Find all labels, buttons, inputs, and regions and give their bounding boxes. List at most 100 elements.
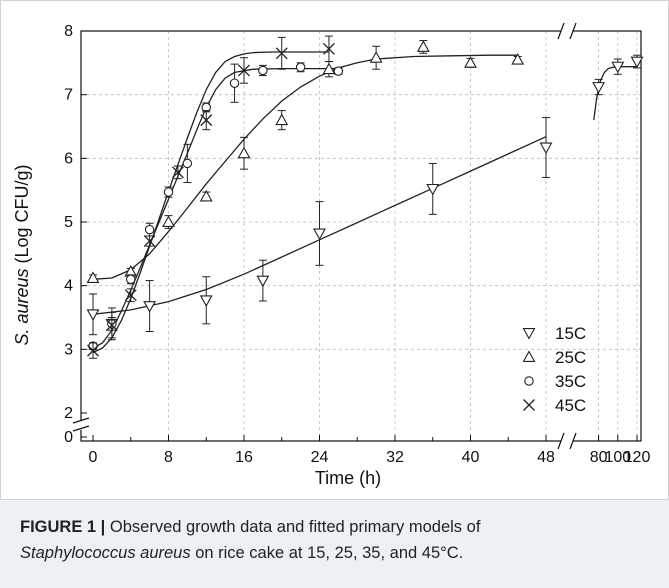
- data-point-45c: [124, 289, 137, 302]
- figure-caption: FIGURE 1 | Observed growth data and fitt…: [0, 500, 669, 588]
- data-point-15c: [611, 61, 625, 74]
- data-point-25c: [464, 56, 477, 68]
- legend-label-15c: 15C: [555, 324, 586, 343]
- cross-stroke: [143, 235, 156, 248]
- data-point-35c: [126, 274, 136, 285]
- data-point-35c: [163, 187, 174, 197]
- data-point-45c: [143, 235, 156, 248]
- x-axis-break-mark: [557, 22, 565, 40]
- data-point-25c: [162, 215, 175, 227]
- grid-layer: [81, 30, 641, 441]
- y-axis-break-mark: [72, 417, 90, 424]
- legend-label-25c: 25C: [555, 348, 586, 367]
- plot-frame: [80, 30, 642, 442]
- caption-text-1: Observed growth data and fitted primary …: [105, 518, 481, 536]
- data-point-15c: [313, 228, 326, 241]
- fit-line-35c: [92, 67, 339, 349]
- data-point-15c: [86, 309, 100, 321]
- x-tick-label: 24: [311, 449, 329, 466]
- data-point-35c: [258, 65, 268, 76]
- x-tick-label: 0: [89, 449, 98, 466]
- y-tick-label: 7: [64, 87, 73, 104]
- caption-text-2: on rice cake at 15, 25, 35, and 45°C.: [190, 544, 464, 562]
- data-point-45c: [105, 319, 118, 332]
- cross-stroke: [275, 47, 288, 60]
- data-point-25c: [86, 271, 100, 283]
- data-point-25c: [275, 113, 289, 126]
- cross-stroke: [200, 114, 213, 127]
- legend-marker-15c: [522, 328, 536, 340]
- y-tick-label: 8: [64, 23, 73, 40]
- cross-stroke: [171, 166, 184, 179]
- legend-label-45c: 45C: [555, 396, 586, 415]
- legend: 15C 25C 35C 45C: [522, 324, 586, 415]
- y-tick-label: 4: [64, 278, 73, 295]
- data-point-15c: [256, 275, 270, 288]
- y-axis-label: S. aureus (Log CFU/g): [12, 164, 32, 345]
- x-axis-break-mark: [569, 22, 577, 40]
- cross-stroke: [124, 289, 137, 302]
- data-point-25c: [237, 146, 251, 159]
- y-tick-label: 0: [64, 429, 73, 446]
- x-axis-break-mark: [557, 432, 565, 450]
- x-tick-label: 40: [462, 449, 480, 466]
- data-point-35c: [295, 62, 306, 73]
- legend-label-35c: 35C: [555, 372, 586, 391]
- cross-stroke: [238, 64, 250, 77]
- data-point-45c: [275, 47, 288, 60]
- x-axis-break-mark: [569, 432, 577, 450]
- y-axis-break-mark: [72, 425, 90, 432]
- data-point-15c: [426, 183, 440, 196]
- data-point-45c: [322, 42, 335, 55]
- data-point-45c: [87, 344, 99, 357]
- legend-marker-45c: [523, 399, 535, 411]
- x-tick-label: 100: [604, 449, 631, 466]
- data-point-15c: [539, 142, 553, 155]
- cross-stroke: [523, 399, 535, 411]
- fit-line-25c: [92, 54, 518, 280]
- figure-panel: 0 2 3 4 5 6 7 8 0 8 16 24 32 40 48 80 100 120 15C 25C 35C 45…: [0, 0, 669, 500]
- x-tick-label: 32: [386, 449, 404, 466]
- legend-marker-35c: [524, 376, 534, 386]
- data-point-15c: [199, 295, 213, 307]
- data-point-15c: [630, 56, 644, 69]
- cross-stroke: [87, 344, 99, 357]
- x-axis-label: Time (h): [315, 468, 381, 488]
- legend-marker-25c: [522, 350, 536, 362]
- data-point-25c: [369, 51, 383, 63]
- fit-layer: [92, 51, 637, 354]
- y-tick-label: 3: [64, 341, 73, 358]
- cross-stroke: [322, 42, 335, 55]
- fit-line-45c: [92, 51, 329, 354]
- caption-label: FIGURE 1 |: [20, 518, 106, 536]
- data-layer: [86, 35, 644, 359]
- x-axis-break-gap: [561, 23, 573, 39]
- cross-stroke: [105, 319, 118, 332]
- x-tick-label: 16: [235, 449, 253, 466]
- data-point-45c: [171, 166, 184, 179]
- data-point-25c: [416, 40, 430, 52]
- y-axis-break-gap: [73, 420, 89, 430]
- x-tick-label: 120: [624, 449, 651, 466]
- data-point-25c: [322, 62, 336, 75]
- x-tick-label: 80: [590, 449, 608, 466]
- data-point-45c: [200, 114, 213, 127]
- caption-species: Staphylococcus aureus: [20, 544, 191, 562]
- y-tick-label: 5: [64, 214, 73, 231]
- y-tick-label: 6: [64, 150, 73, 167]
- data-point-35c: [144, 224, 155, 235]
- x-tick-label: 48: [537, 449, 555, 466]
- data-point-35c: [229, 78, 240, 88]
- data-point-35c: [333, 66, 344, 76]
- data-point-15c: [592, 82, 606, 94]
- x-axis-break-gap: [561, 433, 573, 449]
- y-tick-label: 2: [64, 405, 73, 422]
- x-tick-label: 8: [164, 449, 173, 466]
- data-point-25c: [511, 53, 525, 65]
- data-point-15c: [143, 301, 157, 313]
- y-axis-label-species: S. aureus: [12, 268, 32, 345]
- data-point-25c: [199, 189, 213, 202]
- y-axis-label-units: (Log CFU/g): [12, 164, 32, 268]
